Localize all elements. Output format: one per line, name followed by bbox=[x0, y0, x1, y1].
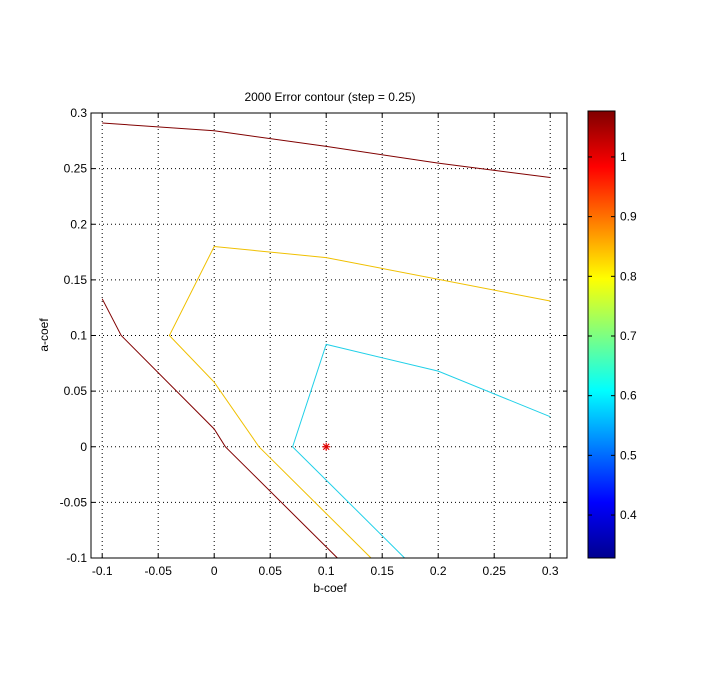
x-tick-label: 0.1 bbox=[318, 564, 335, 578]
x-tick-label: 0.05 bbox=[259, 564, 283, 578]
x-tick-label: 0 bbox=[211, 564, 218, 578]
colorbar-tick-label: 0.6 bbox=[620, 389, 637, 403]
y-tick-label: 0.2 bbox=[70, 217, 87, 231]
marker-stroke bbox=[322, 443, 330, 451]
colorbar-tick-label: 0.7 bbox=[620, 329, 637, 343]
y-tick-label: -0.05 bbox=[60, 495, 88, 509]
chart-title: 2000 Error contour (step = 0.25) bbox=[244, 90, 415, 104]
ticks: -0.1 -0.05 0 0.05 0.1 0.15 0.2 0.25 0.3 -0.1 -0.05… bbox=[60, 106, 567, 578]
x-tick-label: 0.3 bbox=[542, 564, 559, 578]
x-tick-label: 0.2 bbox=[430, 564, 447, 578]
contour-line bbox=[101, 298, 338, 559]
contour-line bbox=[102, 122, 551, 178]
y-tick-label: 0.25 bbox=[64, 162, 88, 176]
y-tick-label: 0 bbox=[80, 440, 87, 454]
colorbar-tick-label: 1 bbox=[620, 150, 627, 164]
contour-line bbox=[292, 343, 551, 559]
colorbar bbox=[587, 110, 616, 559]
minimum-star-marker bbox=[322, 442, 331, 451]
y-tick-label: -0.1 bbox=[66, 551, 87, 565]
y-axis-label: a-coef bbox=[37, 318, 51, 352]
x-tick-label: -0.1 bbox=[92, 564, 113, 578]
colorbar-ticks: 0.4 0.5 0.6 0.7 0.8 0.9 1 bbox=[588, 150, 637, 522]
colorbar-tick-label: 0.8 bbox=[620, 269, 637, 283]
y-tick-label: 0.15 bbox=[64, 273, 88, 287]
y-tick-label: 0.05 bbox=[64, 384, 88, 398]
colorbar-tick-label: 0.4 bbox=[620, 508, 637, 522]
x-tick-label: 0.25 bbox=[483, 564, 507, 578]
contour-lines bbox=[101, 122, 551, 559]
contour-line bbox=[168, 245, 551, 559]
colorbar-tick-label: 0.5 bbox=[620, 448, 637, 462]
y-tick-label: 0.1 bbox=[70, 329, 87, 343]
colorbar-tick-label: 0.9 bbox=[620, 210, 637, 224]
x-tick-label: -0.05 bbox=[145, 564, 173, 578]
x-tick-label: 0.15 bbox=[371, 564, 395, 578]
grid bbox=[91, 112, 567, 559]
x-axis-label: b-coef bbox=[313, 581, 347, 595]
y-tick-label: 0.3 bbox=[70, 106, 87, 120]
